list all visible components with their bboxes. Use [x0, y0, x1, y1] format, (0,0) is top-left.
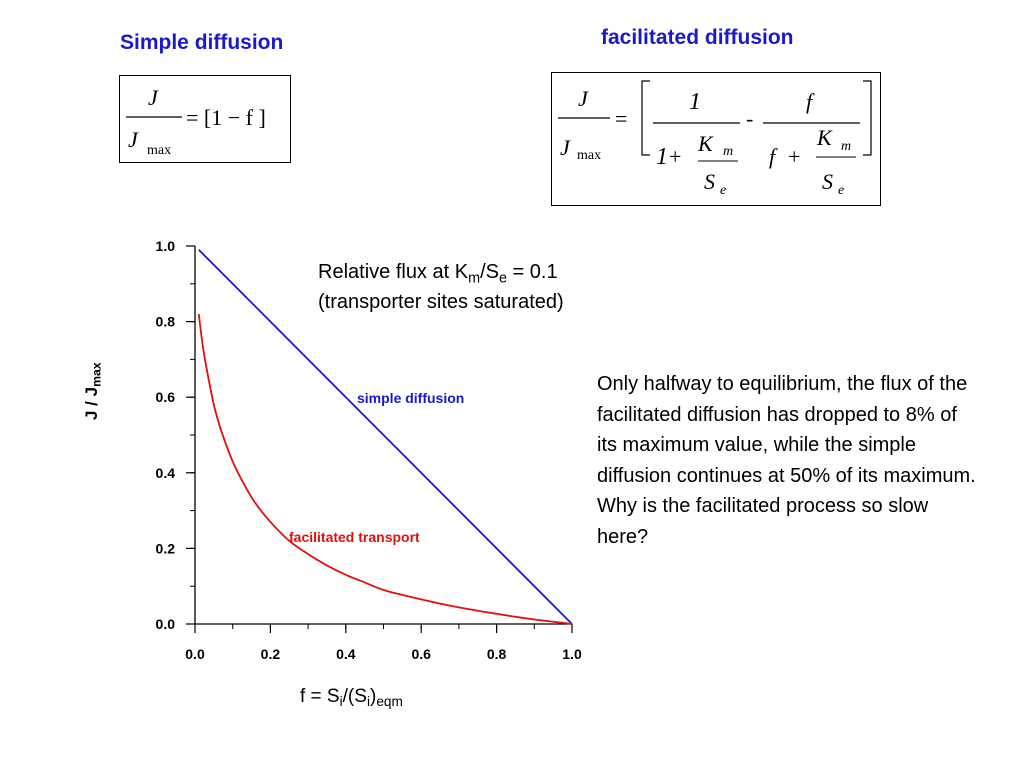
eq-simple-J-denominator: J: [128, 127, 139, 152]
eq-facil-term1-e: e: [720, 183, 726, 198]
eq-facil-term1-K: K: [697, 131, 714, 156]
x-tick-label: 0.4: [336, 646, 356, 662]
eq-facil-term2-plus: +: [788, 144, 800, 169]
y-tick-label: 0.8: [156, 314, 176, 330]
facilitated-transport-line: [197, 313, 573, 625]
eq-facil-term1-plus: +: [669, 144, 681, 169]
eq-facil-term2-m: m: [841, 139, 851, 154]
y-tick-label: 0.4: [156, 465, 176, 481]
simple-diffusion-series-label: simple diffusion: [357, 390, 465, 406]
chart-axes: 0.0 0.2 0.4 0.6 0.8 1.0 0.0 0.2 0.4 0.6 0.8 1.0: [156, 238, 582, 662]
eq-facil-term1-numerator: 1: [689, 89, 701, 115]
y-axis-label: J / Jmax: [82, 362, 104, 420]
facilitated-diffusion-equation: J J max = 1 1 + K m S e - f f + K m S e: [551, 72, 881, 206]
simple-diffusion-equation: J J max = [1 − f ]: [119, 75, 291, 163]
x-tick-label: 0.2: [261, 646, 281, 662]
simple-diffusion-line: [198, 249, 573, 625]
eq-facil-term2-e: e: [838, 183, 844, 198]
eq-facil-term2-f: f: [769, 144, 778, 169]
eq-simple-max-subscript: max: [147, 143, 171, 158]
eq-facil-term2-K: K: [816, 125, 833, 150]
eq-simple-rhs: = [1 − f ]: [186, 105, 266, 130]
chart-series: [197, 249, 573, 625]
y-tick-label: 0.6: [156, 389, 176, 405]
eq-facil-J-denominator: J: [560, 135, 571, 160]
eq-facil-term1-S: S: [704, 169, 715, 194]
x-tick-label: 0.0: [185, 646, 205, 662]
eq-facil-J-numerator: J: [578, 86, 589, 111]
x-tick-label: 1.0: [562, 646, 582, 662]
eq-facil-term2-S: S: [822, 169, 833, 194]
x-tick-label: 0.8: [487, 646, 507, 662]
eq-facil-term2-f-numerator: f: [806, 89, 815, 114]
eq-simple-J-numerator: J: [148, 85, 159, 110]
eq-facil-max-subscript: max: [577, 148, 601, 163]
y-tick-label: 0.2: [156, 540, 176, 556]
relative-flux-note: Relative flux at Km/Se = 0.1 (transporte…: [318, 257, 564, 317]
x-axis-label: f = Si/(Si)eqm: [300, 686, 403, 710]
y-tick-label: 0.0: [156, 616, 176, 632]
eq-facil-minus: -: [746, 106, 753, 131]
relative-flux-note-line2: (transporter sites saturated): [318, 291, 564, 313]
simple-diffusion-heading: Simple diffusion: [120, 31, 284, 54]
facilitated-diffusion-heading: facilitated diffusion: [601, 26, 794, 49]
x-tick-label: 0.6: [411, 646, 431, 662]
facilitated-transport-series-label: facilitated transport: [289, 529, 420, 545]
y-tick-label: 1.0: [156, 238, 176, 254]
eq-facil-equals: =: [615, 106, 627, 131]
relative-flux-note-line1: Relative flux at Km/Se = 0.1: [318, 261, 558, 287]
explanation-note: Only halfway to equilibrium, the flux of…: [597, 373, 976, 548]
eq-facil-term1-m: m: [723, 144, 733, 159]
eq-facil-term1-one: 1: [656, 144, 668, 170]
